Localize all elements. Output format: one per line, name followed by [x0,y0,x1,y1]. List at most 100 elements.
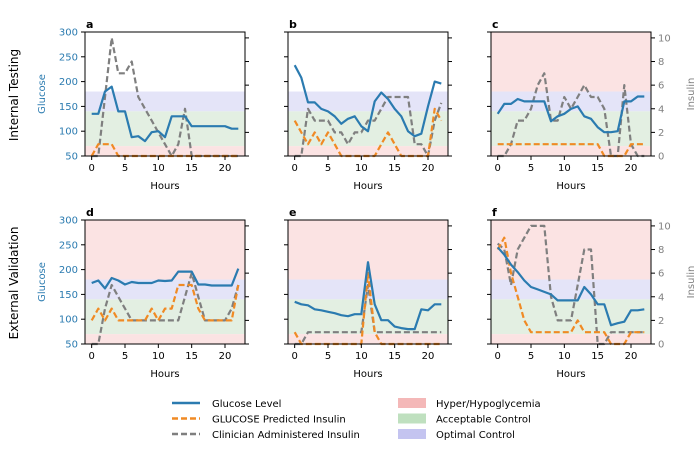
y-right-tick-label: 8 [658,245,664,256]
panel-letter: f [492,206,497,219]
series-glucose-level [293,64,442,138]
band-hyper-low [85,334,245,344]
y-left-tick-label: 300 [59,28,78,39]
legend-label-glucose: Glucose Level [212,399,281,410]
y-left-tick-label: 100 [59,127,78,138]
x-tick-label: 5 [528,351,534,362]
band-hyper-low [85,146,245,156]
x-tick-label: 0 [88,351,94,362]
band-hyper-low [288,146,448,156]
y-left-tick-label: 300 [59,216,78,227]
band-hyper-high [85,220,245,280]
y-right-tick-label: 10 [658,221,671,232]
y-left-tick-label: 150 [59,290,78,301]
y-right-tick-label: 4 [658,104,664,115]
legend-swatch-optimal [398,429,426,439]
band-acceptable [85,111,245,147]
series-clinician-administered-insulin [294,283,442,346]
panel-letter: e [289,206,296,219]
y-right-axis-label: Insulin [686,266,697,299]
x-tick-label: 0 [291,163,297,174]
x-tick-label: 5 [325,163,331,174]
x-tick-label: 15 [591,351,604,362]
x-tick-label: 0 [88,163,94,174]
legend-swatch-hyper [398,398,426,408]
series-glucose-level [496,246,645,327]
legend-swatch-acceptable [398,413,426,424]
band-hyper-high [491,220,651,280]
y-right-tick-label: 6 [658,269,664,280]
x-axis-label: Hours [150,369,179,380]
panel-e: 0 5 10 15 20 Hours e [284,206,452,380]
x-axis-label: Hours [353,369,382,380]
legend-label-acceptable: Acceptable Control [436,415,531,426]
x-tick-label: 0 [494,163,500,174]
series-glucose-level [496,95,645,134]
x-axis-label: Hours [353,181,382,192]
x-tick-label: 20 [219,163,232,174]
axes-frame [84,31,246,157]
band-acceptable [85,299,245,335]
y-left-axis-label: Glucose [37,74,48,114]
x-tick-label: 10 [355,163,368,174]
y-right-tick-label: 0 [658,340,664,351]
panel-b: 0 5 10 15 20 Hours b [284,18,452,192]
x-tick-label: 15 [185,163,198,174]
x-tick-label: 20 [422,351,435,362]
x-tick-label: 15 [591,163,604,174]
series-glucose-level [294,261,442,331]
y-right-tick-label: 4 [658,292,664,303]
y-left-tick-label: 50 [65,152,78,163]
series-clinician-administered-insulin [294,95,443,158]
x-tick-label: 0 [494,351,500,362]
x-tick-label: 5 [325,351,331,362]
x-tick-label: 0 [291,351,297,362]
x-tick-label: 10 [558,351,571,362]
panel-f: 0 5 10 15 20 Hours 0 2 4 6 8 10 Insulin f [487,206,697,380]
band-hyper-high [491,32,651,92]
legend-label-optimal: Optimal Control [436,430,515,441]
legend: Glucose Level GLUCOSE Predicted Insulin Cl… [172,398,541,441]
axes-frame [84,219,246,345]
series-clinician-administered-insulin [496,224,645,346]
y-right-tick-label: 0 [658,152,664,163]
y-left-tick-label: 200 [59,77,78,88]
series-clinician-administered-insulin [91,272,240,346]
y-left-tick-label: 150 [59,102,78,113]
y-right-tick-label: 2 [658,128,664,139]
x-tick-label: 20 [625,351,638,362]
band-hyper-low [288,334,448,344]
x-tick-label: 20 [625,163,638,174]
y-right-axis-label: Insulin [686,78,697,111]
y-left-tick-label: 100 [59,315,78,326]
band-hyper-low [491,334,651,344]
band-optimal [85,91,245,112]
band-optimal [288,279,448,300]
x-tick-label: 15 [388,163,401,174]
y-right-tick-label: 10 [658,33,671,44]
x-axis-label: Hours [556,369,585,380]
axes-frame [287,219,449,345]
x-tick-label: 5 [528,163,534,174]
x-axis-label: Hours [150,181,179,192]
y-left-tick-label: 200 [59,265,78,276]
panel-c: 0 5 10 15 20 Hours 0 2 4 6 8 10 Insulin c [487,18,697,192]
legend-label-clinician: Clinician Administered Insulin [212,430,360,441]
y-right-tick-label: 2 [658,316,664,327]
row-label-internal: Internal Testing [7,49,21,141]
legend-label-predicted: GLUCOSE Predicted Insulin [212,415,346,426]
x-tick-label: 10 [355,351,368,362]
axes-frame [490,219,652,345]
series-glucose-level [91,268,240,290]
y-left-axis-label: Glucose [37,262,48,302]
panel-letter: b [289,18,297,31]
band-optimal [491,279,651,300]
y-left-tick-label: 50 [65,340,78,351]
x-tick-label: 20 [219,351,232,362]
axes-frame [490,31,652,157]
panel-d: 0 5 10 15 20 Hours 50 100 150 200 250 300 Glucose d [37,206,249,380]
row-labels: Internal Testing External Validation [7,49,21,340]
x-tick-label: 10 [558,163,571,174]
axes-frame [287,31,449,157]
